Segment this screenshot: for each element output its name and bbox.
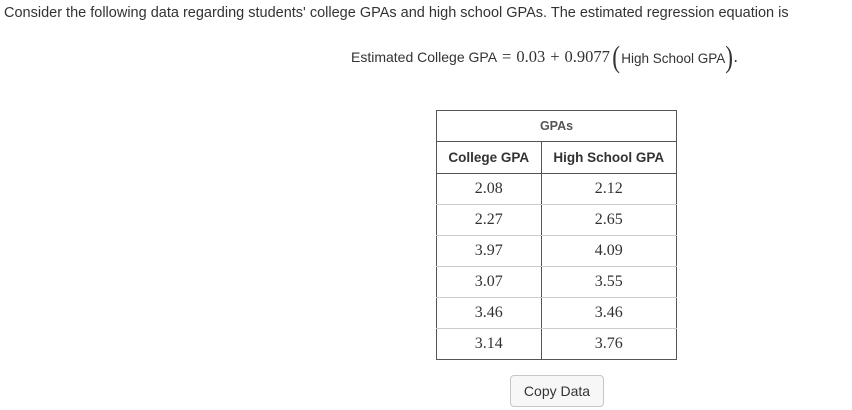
high-school-gpa-cell: 4.09: [540, 235, 678, 267]
college-gpa-cell: 3.07: [436, 266, 542, 298]
problem-statement: Consider the following data regarding st…: [4, 5, 789, 21]
equation-intercept: 0.03: [516, 47, 546, 66]
equation-slope: 0.9077: [564, 47, 610, 66]
college-gpa-cell: 3.97: [436, 235, 542, 267]
equation-equals: =: [502, 47, 512, 66]
regression-equation: Estimated College GPA = 0.03 + 0.9077 ( …: [351, 40, 738, 74]
equation-open-paren: (: [612, 39, 620, 74]
high-school-gpa-cell: 3.76: [540, 328, 678, 360]
equation-close-paren: ): [725, 39, 734, 74]
column-header-high-school-gpa: High School GPA: [540, 141, 678, 174]
table-row: 3.97 4.09: [436, 235, 678, 267]
gpa-data-table: GPAs College GPA High School GPA 2.08 2.…: [436, 110, 678, 360]
high-school-gpa-cell: 2.65: [540, 204, 678, 236]
table-group-header: GPAs: [436, 110, 677, 142]
college-gpa-cell: 2.08: [436, 173, 542, 205]
table-row: 2.08 2.12: [436, 173, 678, 205]
table-row: 2.27 2.65: [436, 204, 678, 236]
college-gpa-cell: 2.27: [436, 204, 542, 236]
table-row: 3.07 3.55: [436, 266, 678, 298]
college-gpa-cell: 3.14: [436, 328, 542, 360]
equation-lhs: Estimated College GPA: [351, 49, 498, 65]
equation-period: .: [733, 47, 738, 66]
high-school-gpa-cell: 3.46: [540, 297, 678, 329]
high-school-gpa-cell: 3.55: [540, 266, 678, 298]
equation-variable: High School GPA: [621, 50, 726, 66]
equation-plus: +: [550, 47, 560, 66]
copy-data-button[interactable]: Copy Data: [510, 375, 604, 407]
column-header-college-gpa: College GPA: [436, 141, 542, 174]
college-gpa-cell: 3.46: [436, 297, 542, 329]
high-school-gpa-cell: 2.12: [540, 173, 678, 205]
table-row: 3.46 3.46: [436, 297, 678, 329]
table-row: 3.14 3.76: [436, 328, 678, 360]
